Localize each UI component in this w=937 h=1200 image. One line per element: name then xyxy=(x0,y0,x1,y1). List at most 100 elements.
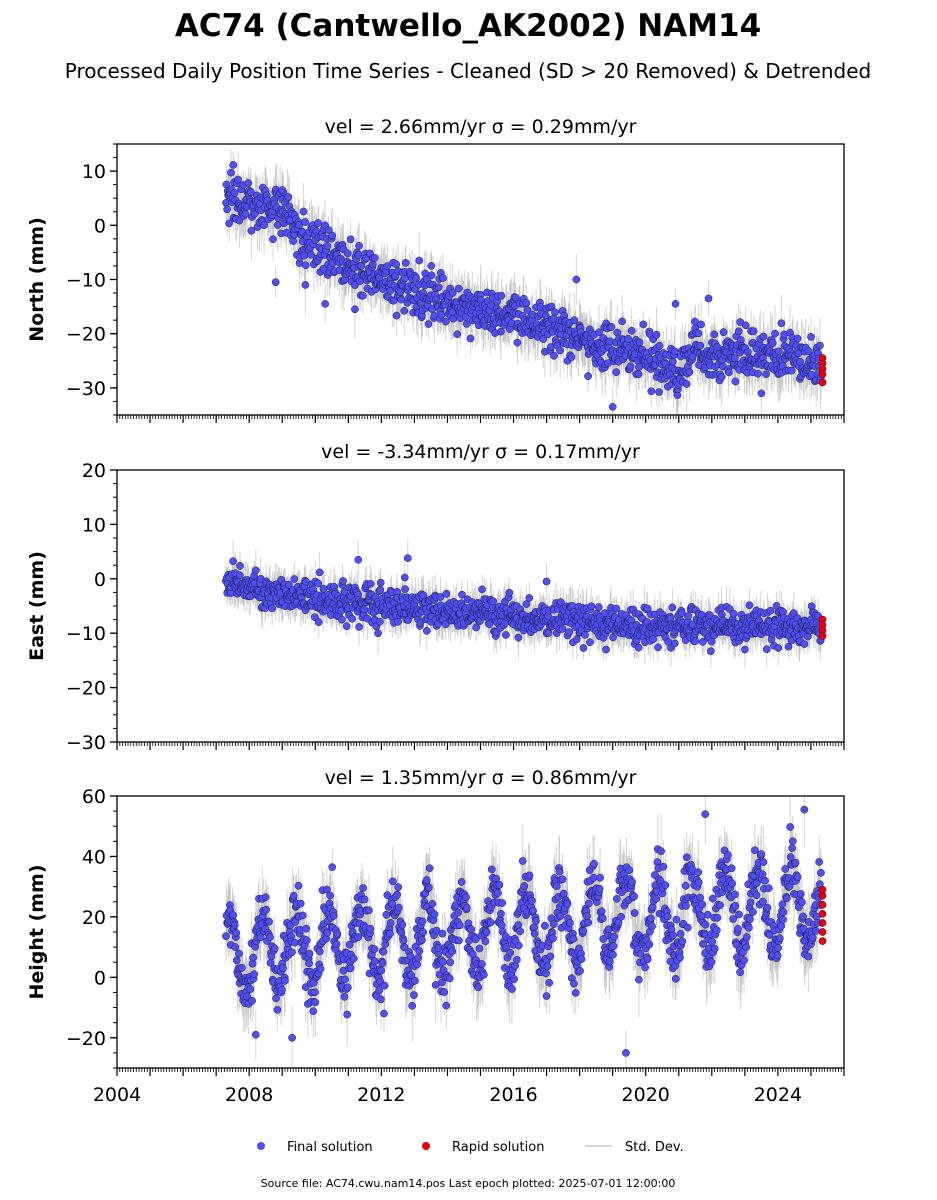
final-solution-point xyxy=(251,566,260,575)
final-solution-point xyxy=(466,334,475,343)
final-solution-point xyxy=(572,275,581,284)
final-solution-point xyxy=(607,323,616,331)
final-solution-point xyxy=(354,251,363,259)
final-solution-point xyxy=(247,226,256,235)
final-solution-point xyxy=(647,387,656,396)
y-axis-label: East (mm) xyxy=(26,551,48,661)
final-solution-point xyxy=(223,205,231,214)
final-solution-point xyxy=(234,175,242,184)
final-solution-point xyxy=(608,403,617,411)
data-layer xyxy=(222,150,827,415)
final-solution-point xyxy=(558,625,567,633)
final-solution-point xyxy=(671,347,679,356)
final-solution-point xyxy=(654,643,662,652)
final-solution-point xyxy=(649,635,658,644)
final-solution-point xyxy=(301,281,310,289)
final-solution-point xyxy=(453,330,462,339)
final-solution-point xyxy=(550,351,558,360)
final-solution-point xyxy=(462,319,471,328)
final-solution-point xyxy=(691,637,700,646)
y-axis-label: North (mm) xyxy=(26,217,48,342)
final-solution-point xyxy=(777,319,786,328)
final-solution-point xyxy=(717,373,726,382)
final-solution-point xyxy=(771,329,779,338)
final-solution-point xyxy=(375,617,384,626)
final-solution-point xyxy=(643,604,652,613)
final-solution-point xyxy=(497,327,505,336)
final-solution-point xyxy=(355,242,363,250)
final-solution-point xyxy=(749,327,758,336)
final-solution-point xyxy=(366,580,375,588)
final-solution-point xyxy=(800,640,809,648)
final-solution-point xyxy=(541,311,550,320)
final-solution-point xyxy=(374,629,382,638)
final-solution-point xyxy=(278,186,287,194)
final-solution-point xyxy=(427,262,436,270)
final-solution-point xyxy=(696,341,705,350)
east-panel: vel = -3.34mm/yr σ = 0.17mm/yr East (mm) 2… xyxy=(26,441,845,754)
final-solution-point xyxy=(310,613,319,621)
north-panel: vel = 2.66mm/yr σ = 0.29mm/yr North (mm) 1… xyxy=(26,116,845,423)
final-solution-point xyxy=(260,221,268,230)
final-solution-point xyxy=(339,577,347,585)
final-solution-point xyxy=(522,299,531,307)
final-solution-point xyxy=(415,256,424,265)
final-solution-point xyxy=(570,316,578,325)
figure-subtitle: Processed Daily Position Time Series - C… xyxy=(65,59,871,83)
final-solution-point xyxy=(227,168,235,177)
final-solution-points xyxy=(222,554,825,656)
final-solution-point xyxy=(609,633,617,642)
final-solution-point xyxy=(668,603,677,612)
final-solution-point xyxy=(376,585,385,594)
final-solution-point xyxy=(731,377,740,386)
final-solution-point xyxy=(436,593,445,601)
final-solution-point xyxy=(397,295,406,304)
final-solution-point xyxy=(787,366,796,375)
final-solution-point xyxy=(289,237,298,245)
final-solution-point xyxy=(439,274,447,282)
final-solution-point xyxy=(719,328,728,337)
final-solution-point xyxy=(762,370,770,379)
final-solution-point xyxy=(359,291,367,300)
final-solution-point xyxy=(725,368,733,377)
rapid-solution-point xyxy=(818,378,827,387)
final-solution-point xyxy=(542,577,551,586)
final-solution-point xyxy=(579,644,588,652)
final-solution-point xyxy=(458,590,466,599)
y-tick-label: 20 xyxy=(82,460,106,482)
final-solution-point xyxy=(635,338,644,347)
final-solution-point xyxy=(422,627,431,635)
final-solution-point xyxy=(697,320,705,329)
y-tick-label: −20 xyxy=(66,324,106,346)
y-tick-label: −30 xyxy=(66,378,106,400)
data-layer xyxy=(222,539,827,669)
final-solution-point xyxy=(437,310,446,319)
final-solution-point xyxy=(290,575,299,583)
final-solution-point xyxy=(804,347,813,356)
final-solution-point xyxy=(244,179,253,187)
final-solution-point xyxy=(684,612,693,620)
final-solution-point xyxy=(639,320,648,329)
final-solution-point xyxy=(612,368,621,377)
final-solution-point xyxy=(602,645,610,654)
final-solution-point xyxy=(323,241,332,250)
final-solution-point xyxy=(816,341,824,350)
final-solution-point xyxy=(236,562,244,570)
final-solution-point xyxy=(472,623,480,632)
final-solution-point xyxy=(551,308,559,317)
final-solution-point xyxy=(360,605,369,614)
final-solution-point xyxy=(655,388,663,396)
final-solution-point xyxy=(269,235,277,244)
final-solution-point xyxy=(315,568,324,577)
final-solution-point xyxy=(741,321,750,330)
final-solution-point xyxy=(314,618,323,627)
final-solution-point xyxy=(565,628,574,636)
std-dev-bars xyxy=(225,150,822,415)
final-solution-point xyxy=(768,339,777,347)
final-solution-point xyxy=(392,311,401,320)
final-solution-point xyxy=(754,369,762,378)
final-solution-point xyxy=(766,606,775,615)
final-solution-point xyxy=(584,372,592,381)
final-solution-point xyxy=(284,193,293,201)
final-solution-point xyxy=(314,219,322,227)
